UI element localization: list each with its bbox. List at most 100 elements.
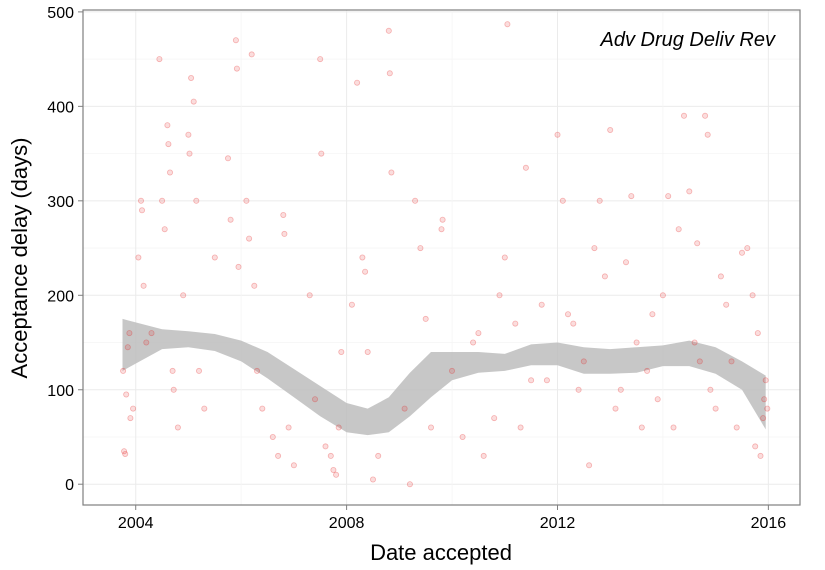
data-point <box>591 245 598 252</box>
data-point <box>186 150 193 157</box>
chart-title: Adv Drug Deliv Rev <box>599 29 776 51</box>
data-point <box>538 301 545 308</box>
data-point <box>517 424 524 431</box>
data-point <box>335 424 342 431</box>
data-point <box>201 405 208 412</box>
data-point <box>633 339 640 346</box>
data-point <box>475 330 482 337</box>
data-point <box>388 169 395 176</box>
data-point <box>170 386 177 393</box>
data-point <box>654 396 661 403</box>
data-point <box>120 367 127 374</box>
data-point <box>166 169 173 176</box>
data-point <box>439 216 446 223</box>
data-point <box>233 65 240 72</box>
data-point <box>760 415 767 422</box>
data-point <box>638 424 645 431</box>
data-point <box>127 415 134 422</box>
data-point <box>607 127 614 134</box>
data-point <box>148 330 155 337</box>
data-point <box>364 348 371 355</box>
data-point <box>686 188 693 195</box>
data-point <box>280 211 287 218</box>
data-point <box>281 230 288 237</box>
data-point <box>496 292 503 299</box>
data-point <box>580 358 587 365</box>
y-tick-label: 0 <box>65 477 74 494</box>
data-point <box>322 443 329 450</box>
data-point <box>504 21 511 28</box>
y-tick-label: 200 <box>47 288 74 305</box>
data-point <box>317 56 324 63</box>
smooth-band-layer <box>122 318 766 436</box>
data-point <box>491 415 498 422</box>
data-point <box>318 150 325 157</box>
data-point <box>559 197 566 204</box>
x-tick-label: 2016 <box>751 515 787 532</box>
data-point <box>757 452 764 459</box>
data-point <box>333 471 340 478</box>
data-point <box>227 216 234 223</box>
data-point <box>190 98 197 105</box>
data-point <box>649 311 656 318</box>
data-point <box>717 273 724 280</box>
data-point <box>401 405 408 412</box>
data-point <box>354 79 361 86</box>
data-point <box>375 452 382 459</box>
data-point <box>480 452 487 459</box>
y-tick-label: 100 <box>47 383 74 400</box>
data-point <box>659 292 666 299</box>
data-point <box>275 452 282 459</box>
data-point <box>159 197 166 204</box>
data-point <box>211 254 218 261</box>
data-point <box>253 367 260 374</box>
data-point <box>694 240 701 247</box>
y-axis-title: Acceptance delay (days) <box>7 138 32 379</box>
data-point <box>138 207 145 214</box>
data-point <box>251 282 258 289</box>
smooth-confidence-band <box>122 318 766 436</box>
data-point <box>696 358 703 365</box>
data-point <box>612 405 619 412</box>
x-tick-label: 2004 <box>118 515 154 532</box>
data-point <box>623 259 630 266</box>
data-point <box>306 292 313 299</box>
data-point <box>330 466 337 473</box>
data-point <box>243 197 250 204</box>
data-point <box>193 197 200 204</box>
data-point <box>617 386 624 393</box>
data-point <box>601 273 608 280</box>
data-point <box>156 56 163 63</box>
data-point <box>412 197 419 204</box>
data-point <box>707 386 714 393</box>
x-tick-label: 2012 <box>540 515 576 532</box>
data-point <box>665 193 672 200</box>
data-point <box>681 112 688 119</box>
data-point <box>348 301 355 308</box>
x-tick-label: 2008 <box>329 515 365 532</box>
data-point <box>135 254 142 261</box>
data-point <box>744 245 751 252</box>
data-point <box>764 405 771 412</box>
data-point <box>246 235 253 242</box>
data-point <box>232 37 239 44</box>
data-point <box>165 141 172 148</box>
data-point <box>143 339 150 346</box>
data-point <box>259 405 266 412</box>
data-point <box>733 424 740 431</box>
data-point <box>140 282 147 289</box>
data-point <box>459 433 466 440</box>
data-point <box>470 339 477 346</box>
data-point <box>586 462 593 469</box>
data-point <box>422 315 429 322</box>
data-point <box>137 197 144 204</box>
data-point <box>369 476 376 483</box>
data-point <box>522 164 529 171</box>
data-point <box>739 249 746 256</box>
data-point <box>362 268 369 275</box>
data-point <box>691 339 698 346</box>
data-point <box>438 226 445 233</box>
data-point <box>161 226 168 233</box>
